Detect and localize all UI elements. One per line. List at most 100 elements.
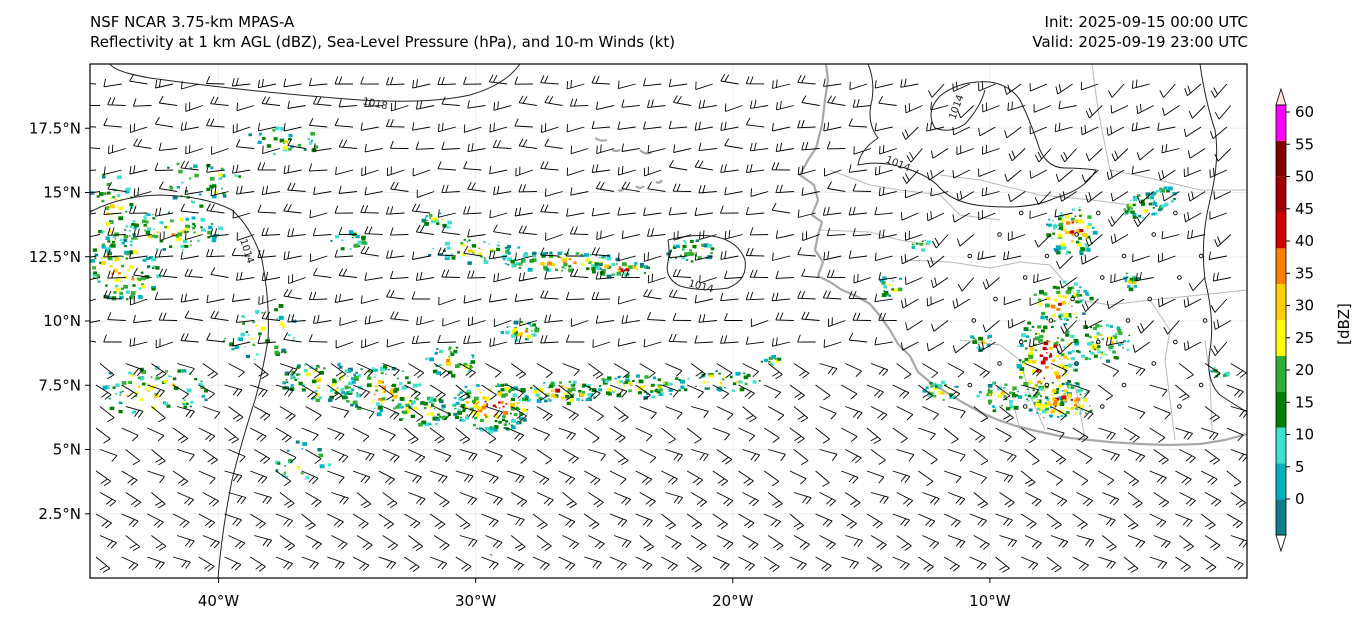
reflectivity-cell <box>166 404 171 408</box>
wind-barb <box>922 492 940 505</box>
wind-barb <box>489 122 508 133</box>
reflectivity-cell <box>625 378 630 383</box>
reflectivity-cell <box>1047 223 1052 227</box>
wind-barb <box>287 182 306 192</box>
reflectivity-cell <box>81 272 84 275</box>
reflectivity-cell <box>564 268 567 270</box>
wind-barb <box>647 273 666 284</box>
wind-barb <box>415 224 435 235</box>
calm-wind-marker <box>1096 210 1101 216</box>
reflectivity-cell <box>457 410 462 415</box>
wind-barb <box>569 98 589 107</box>
wind-barb <box>896 449 915 462</box>
reflectivity-cell <box>106 295 111 300</box>
reflectivity-cell <box>710 247 715 251</box>
wind-barb <box>184 186 203 195</box>
wind-barb <box>309 253 328 263</box>
reflectivity-cell <box>149 386 154 390</box>
reflectivity-cell <box>317 386 321 389</box>
wind-barb <box>154 116 174 128</box>
reflectivity-cell <box>376 412 382 417</box>
reflectivity-cell <box>472 356 475 359</box>
wind-barb <box>673 144 692 153</box>
reflectivity-cell <box>474 396 479 401</box>
wind-barb <box>158 95 178 106</box>
reflectivity-cell <box>120 287 124 291</box>
reflectivity-cell <box>141 285 146 289</box>
reflectivity-cell <box>504 420 509 423</box>
reflectivity-cell <box>1074 406 1077 408</box>
reflectivity-cell <box>478 406 482 410</box>
reflectivity-cell <box>165 370 168 373</box>
reflectivity-cell <box>663 382 666 384</box>
reflectivity-cell <box>453 412 458 416</box>
reflectivity-cell <box>1063 398 1068 402</box>
wind-barb <box>570 187 589 196</box>
reflectivity-cell <box>163 402 168 406</box>
wind-barb <box>416 189 435 199</box>
reflectivity-cell <box>723 386 726 389</box>
reflectivity-cell <box>272 129 276 132</box>
wind-barb <box>158 268 178 278</box>
wind-barb <box>180 333 199 343</box>
reflectivity-cell <box>136 277 142 282</box>
reflectivity-cell <box>682 248 685 251</box>
reflectivity-cell <box>925 386 929 389</box>
wind-barb <box>819 406 837 420</box>
reflectivity-cell <box>106 207 109 210</box>
reflectivity-cell <box>451 256 456 260</box>
reflectivity-cell <box>255 324 258 327</box>
reflectivity-cell <box>1058 364 1064 368</box>
reflectivity-cell <box>112 386 116 389</box>
wind-barb <box>1024 449 1040 466</box>
reflectivity-cell <box>504 387 509 391</box>
reflectivity-cell <box>1024 357 1029 361</box>
reflectivity-cell <box>1024 339 1027 342</box>
reflectivity-cell <box>279 138 285 143</box>
reflectivity-cell <box>1124 212 1129 216</box>
reflectivity-cell <box>412 383 418 388</box>
wind-barb <box>665 406 683 420</box>
reflectivity-cell <box>568 258 572 261</box>
reflectivity-cell <box>1084 392 1087 395</box>
wind-barb <box>261 311 280 321</box>
reflectivity-cell <box>563 392 567 396</box>
reflectivity-cell <box>283 471 287 474</box>
reflectivity-cell <box>1051 325 1054 329</box>
wind-barb <box>429 556 448 570</box>
reflectivity-cell <box>497 241 500 244</box>
reflectivity-cell <box>483 241 486 243</box>
wind-barb <box>1213 191 1231 200</box>
reflectivity-cell <box>1076 221 1078 224</box>
reflectivity-cell <box>105 236 110 240</box>
wind-barb <box>378 513 394 529</box>
reflectivity-cell <box>1080 247 1086 252</box>
wind-barb <box>488 74 508 85</box>
reflectivity-cell <box>1033 401 1037 404</box>
wind-barb <box>591 247 611 257</box>
wind-barb <box>1188 105 1206 119</box>
reflectivity-cell <box>593 396 596 399</box>
reflectivity-cell <box>1077 351 1081 354</box>
wind-barb <box>1158 252 1176 263</box>
reflectivity-cell <box>776 359 781 363</box>
reflectivity-cell <box>507 257 512 262</box>
reflectivity-cell <box>421 218 427 223</box>
wind-barb <box>686 513 703 530</box>
reflectivity-cell <box>163 379 168 384</box>
reflectivity-cell <box>1076 290 1080 294</box>
reflectivity-cell <box>548 399 552 402</box>
wind-barb <box>154 207 174 217</box>
wind-barb <box>228 535 246 550</box>
colorbar-bin <box>1276 427 1286 464</box>
wind-barb <box>334 118 354 128</box>
reflectivity-cell <box>210 222 214 225</box>
reflectivity-cell <box>1052 232 1056 235</box>
reflectivity-cell <box>1078 209 1081 212</box>
wind-barb <box>848 164 868 173</box>
wind-barb <box>90 105 101 107</box>
reflectivity-cell <box>297 143 302 147</box>
wind-barb <box>1054 122 1073 133</box>
wind-barb <box>1021 556 1039 571</box>
wind-barb <box>433 449 452 463</box>
